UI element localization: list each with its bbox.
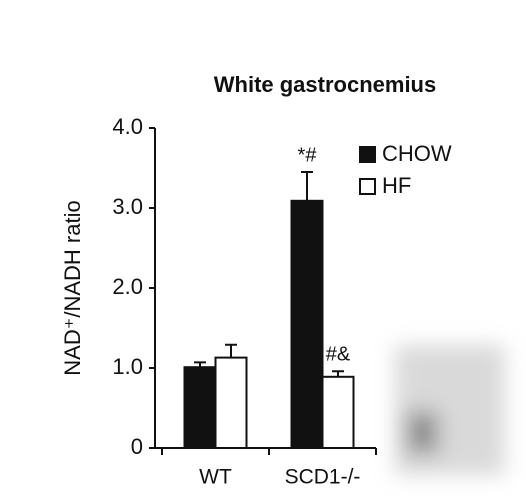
y-tick-label: 3.0 bbox=[112, 194, 143, 219]
error-bar bbox=[194, 361, 206, 368]
bar bbox=[290, 199, 324, 449]
chart-title: White gastrocnemius bbox=[214, 72, 436, 97]
error-bar bbox=[301, 171, 313, 201]
x-tick-label: WT bbox=[199, 466, 232, 489]
legend-label: HF bbox=[382, 173, 411, 198]
bar bbox=[321, 375, 355, 449]
bar bbox=[183, 366, 217, 450]
y-tick-label: 4.0 bbox=[112, 114, 143, 139]
y-tick-label: 2.0 bbox=[112, 274, 143, 299]
error-bar bbox=[332, 370, 344, 377]
annotation: *# bbox=[298, 144, 318, 166]
legend-swatch bbox=[359, 146, 376, 163]
annotation: #& bbox=[326, 343, 351, 365]
blurred-artifact bbox=[395, 345, 505, 475]
bar bbox=[214, 356, 248, 450]
legend-swatch bbox=[359, 178, 376, 195]
y-tick-label: 0 bbox=[131, 434, 143, 459]
y-tick-label: 1.0 bbox=[112, 354, 143, 379]
legend-label: CHOW bbox=[382, 141, 452, 166]
y-axis-label: NAD⁺/NADH ratio bbox=[60, 200, 85, 375]
error-bar bbox=[225, 343, 237, 358]
x-tick-label: SCD1-/- bbox=[285, 466, 361, 489]
